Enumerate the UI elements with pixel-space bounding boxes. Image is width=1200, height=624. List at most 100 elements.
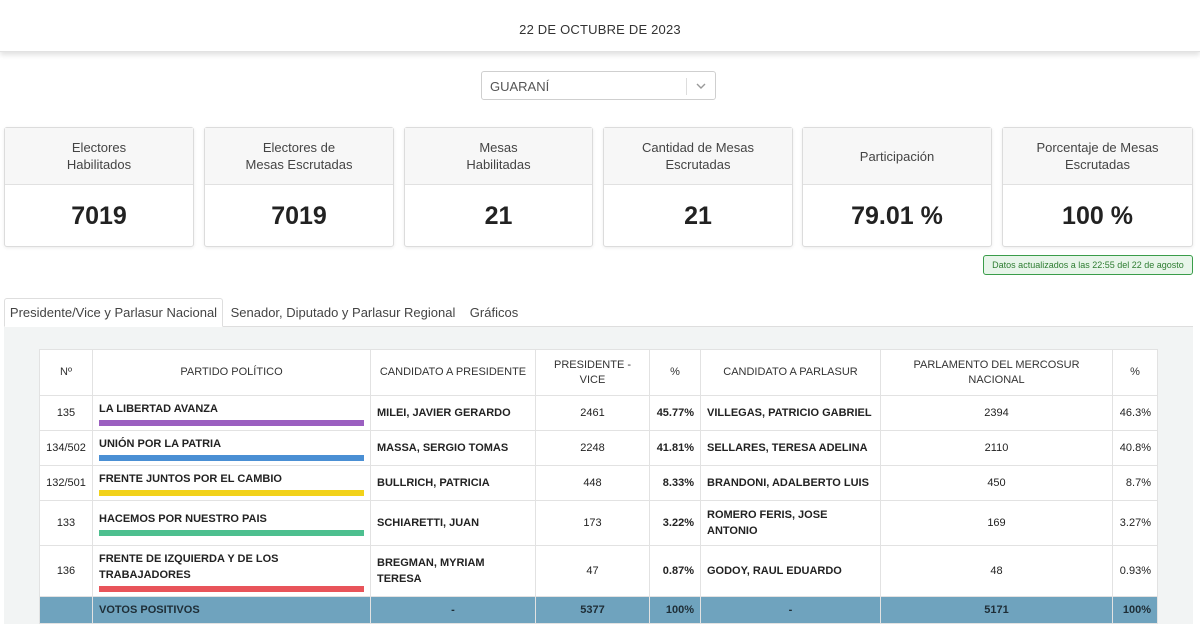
row-parlasur-candidate: BRANDONI, ADALBERTO LUIS [700, 465, 881, 501]
row-president-votes: 2248 [535, 430, 650, 466]
last-updated-badge: Datos actualizados a las 22:55 del 22 de… [983, 255, 1193, 275]
header-num: Nº [39, 349, 93, 396]
row-party: HACEMOS POR NUESTRO PAIS [92, 500, 371, 546]
row-parlasur-votes: 48 [880, 545, 1113, 597]
table-header-row: Nº PARTIDO POLÍTICO CANDIDATO A PRESIDEN… [39, 349, 1158, 396]
locality-select-value: GUARANÍ [490, 79, 550, 94]
total-president-votes: 5377 [535, 596, 650, 624]
total-parlasur-candidate: - [700, 596, 881, 624]
row-president-pct: 41.81% [649, 430, 701, 466]
card-value: 7019 [271, 201, 327, 230]
party-name: LA LIBERTAD AVANZA [99, 402, 218, 415]
total-parlasur-pct: 100% [1112, 596, 1158, 624]
row-parlasur-candidate: VILLEGAS, PATRICIO GABRIEL [700, 395, 881, 431]
party-color-bar [99, 454, 364, 461]
party-name: HACEMOS POR NUESTRO PAIS [99, 512, 267, 525]
card-porcentaje-mesas: Porcentaje de Mesas Escrutadas 100 % [1002, 127, 1193, 247]
row-parlasur-candidate: ROMERO FERIS, JOSE ANTONIO [700, 500, 881, 546]
row-president-pct: 8.33% [649, 465, 701, 501]
row-parlasur-votes: 450 [880, 465, 1113, 501]
party-color-bar [99, 489, 364, 496]
card-value: 21 [484, 201, 513, 230]
row-president-pct: 3.22% [649, 500, 701, 546]
header-parlasur-candidate: CANDIDATO A PARLASUR [700, 349, 881, 396]
row-parlasur-pct: 40.8% [1112, 430, 1158, 466]
card-value: 100 % [1062, 201, 1133, 230]
top-header: 22 DE OCTUBRE DE 2023 [0, 0, 1200, 52]
row-parlasur-votes: 2394 [880, 395, 1113, 431]
results-table: Nº PARTIDO POLÍTICO CANDIDATO A PRESIDEN… [39, 349, 1158, 624]
row-president-votes: 448 [535, 465, 650, 501]
party-color-bar [99, 529, 364, 536]
tab-presidente-parlasur[interactable]: Presidente/Vice y Parlasur Nacional [4, 298, 223, 327]
row-president-candidate: MILEI, JAVIER GERARDO [370, 395, 536, 431]
election-date: 22 DE OCTUBRE DE 2023 [519, 22, 681, 37]
total-label: VOTOS POSITIVOS [92, 596, 371, 624]
card-label: Participación [803, 128, 991, 185]
card-label: Cantidad de Mesas Escrutadas [604, 128, 792, 185]
card-participacion: Participación 79.01 % [802, 127, 992, 247]
row-parlasur-pct: 3.27% [1112, 500, 1158, 546]
header-president-candidate: CANDIDATO A PRESIDENTE [370, 349, 536, 396]
row-party: FRENTE JUNTOS POR EL CAMBIO [92, 465, 371, 501]
header-parlasur-votes: PARLAMENTO DEL MERCOSUR NACIONAL [880, 349, 1113, 396]
row-president-candidate: BREGMAN, MYRIAM TERESA [370, 545, 536, 597]
table-row: 135 LA LIBERTAD AVANZA MILEI, JAVIER GER… [39, 395, 1158, 431]
chevron-down-icon[interactable] [694, 79, 708, 93]
row-num: 132/501 [39, 465, 93, 501]
card-mesas-escrutadas: Cantidad de Mesas Escrutadas 21 [603, 127, 793, 247]
card-value: 21 [684, 201, 712, 230]
total-parlasur-votes: 5171 [880, 596, 1113, 624]
row-parlasur-votes: 2110 [880, 430, 1113, 466]
card-value: 7019 [71, 201, 127, 230]
locality-select[interactable]: GUARANÍ [481, 71, 716, 100]
header-president-pct: % [649, 349, 701, 396]
row-parlasur-votes: 169 [880, 500, 1113, 546]
row-party: LA LIBERTAD AVANZA [92, 395, 371, 431]
row-party: UNIÓN POR LA PATRIA [92, 430, 371, 466]
row-parlasur-pct: 8.7% [1112, 465, 1158, 501]
row-parlasur-candidate: SELLARES, TERESA ADELINA [700, 430, 881, 466]
card-value: 79.01 % [851, 201, 943, 230]
party-color-bar [99, 585, 364, 592]
table-row: 133 HACEMOS POR NUESTRO PAIS SCHIARETTI,… [39, 500, 1158, 546]
row-num: 133 [39, 500, 93, 546]
card-mesas-habilitadas: Mesas Habilitadas 21 [404, 127, 593, 247]
row-president-candidate: BULLRICH, PATRICIA [370, 465, 536, 501]
row-num: 134/502 [39, 430, 93, 466]
row-party: FRENTE DE IZQUIERDA Y DE LOS TRABAJADORE… [92, 545, 371, 597]
select-separator [686, 78, 687, 95]
total-row: VOTOS POSITIVOS - 5377 100% - 5171 100% [39, 596, 1158, 624]
row-president-pct: 0.87% [649, 545, 701, 597]
row-president-candidate: SCHIARETTI, JUAN [370, 500, 536, 546]
row-parlasur-pct: 46.3% [1112, 395, 1158, 431]
row-num: 136 [39, 545, 93, 597]
card-label: Electores de Mesas Escrutadas [205, 128, 393, 185]
card-label: Porcentaje de Mesas Escrutadas [1003, 128, 1192, 185]
card-electores-mesas-escrutadas: Electores de Mesas Escrutadas 7019 [204, 127, 394, 247]
party-color-bar [99, 419, 364, 426]
row-president-votes: 173 [535, 500, 650, 546]
header-parlasur-pct: % [1112, 349, 1158, 396]
table-row: 136 FRENTE DE IZQUIERDA Y DE LOS TRABAJA… [39, 545, 1158, 597]
party-name: FRENTE DE IZQUIERDA Y DE LOS TRABAJADORE… [99, 552, 279, 581]
header-party: PARTIDO POLÍTICO [92, 349, 371, 396]
tab-graficos[interactable]: Gráficos [469, 305, 519, 320]
row-president-candidate: MASSA, SERGIO TOMAS [370, 430, 536, 466]
tab-senador-diputado[interactable]: Senador, Diputado y Parlasur Regional [230, 305, 456, 320]
row-parlasur-candidate: GODOY, RAUL EDUARDO [700, 545, 881, 597]
table-row: 134/502 UNIÓN POR LA PATRIA MASSA, SERGI… [39, 430, 1158, 466]
party-name: UNIÓN POR LA PATRIA [99, 437, 222, 450]
header-president-votes: PRESIDENTE - VICE [535, 349, 650, 396]
row-president-votes: 47 [535, 545, 650, 597]
total-president-candidate: - [370, 596, 536, 624]
results-tabs: Presidente/Vice y Parlasur Nacional Sena… [4, 298, 1193, 327]
row-num: 135 [39, 395, 93, 431]
row-parlasur-pct: 0.93% [1112, 545, 1158, 597]
row-president-pct: 45.77% [649, 395, 701, 431]
table-row: 132/501 FRENTE JUNTOS POR EL CAMBIO BULL… [39, 465, 1158, 501]
card-electores-habilitados: Electores Habilitados 7019 [4, 127, 194, 247]
total-num [39, 596, 93, 624]
row-president-votes: 2461 [535, 395, 650, 431]
card-label: Mesas Habilitadas [405, 128, 592, 185]
